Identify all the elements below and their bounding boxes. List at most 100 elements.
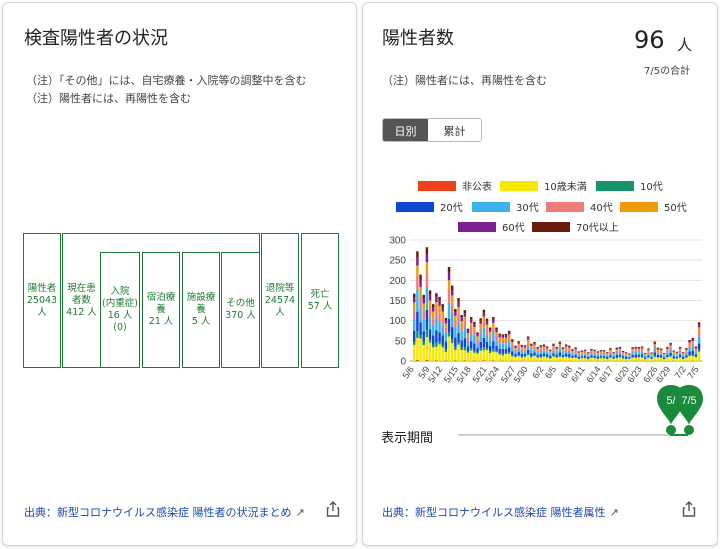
- slider-end-pin[interactable]: 7/5: [673, 383, 705, 435]
- source-link-label: 出典：新型コロナウイルス感染症 陽性者の状況まとめ: [24, 506, 292, 519]
- bar-segment: [416, 337, 419, 360]
- period-slider-track: [458, 434, 688, 436]
- source-link[interactable]: 出典：新型コロナウイルス感染症 陽性者の状況まとめ ↗: [24, 504, 305, 520]
- bar-segment: [454, 312, 457, 316]
- bar-segment: [615, 347, 619, 349]
- bar-segment: [507, 330, 511, 333]
- bar-segment: [469, 348, 473, 351]
- bar-segment: [413, 293, 416, 298]
- bar-segment: [558, 356, 562, 361]
- bar-segment: [647, 357, 650, 361]
- bar-segment: [656, 347, 660, 349]
- x-tick-label: 5/30: [512, 364, 530, 384]
- count-date: 7/5の合計: [644, 66, 691, 77]
- bar-segment: [501, 337, 505, 341]
- bar-segment: [561, 356, 565, 358]
- bar-segment: [435, 302, 438, 309]
- legend-item[interactable]: 60代: [458, 219, 525, 234]
- bar-segment: [504, 333, 508, 336]
- legend-item[interactable]: 70代以上: [532, 219, 619, 234]
- bar-segment: [558, 355, 562, 357]
- bar-segment: [650, 358, 653, 361]
- source-link-label: 出典：新型コロナウイルス感染症 陽性者属性: [382, 506, 606, 519]
- count-unit: 人: [677, 36, 693, 54]
- cumulative-toggle[interactable]: 累計: [428, 119, 481, 141]
- bar-segment: [694, 350, 698, 352]
- bar-segment: [511, 340, 514, 343]
- bar-segment: [539, 353, 543, 357]
- bar-segment: [628, 355, 631, 357]
- legend-item[interactable]: 非公表: [418, 178, 492, 193]
- bar-segment: [580, 358, 584, 361]
- bar-segment: [498, 333, 501, 336]
- bar-segment: [501, 355, 505, 361]
- bar-segment: [672, 350, 675, 352]
- bar-segment: [447, 290, 451, 303]
- bar-segment: [517, 355, 520, 357]
- bar-segment: [454, 327, 457, 338]
- bar-segment: [596, 356, 600, 359]
- y-tick-label: 300: [389, 236, 406, 247]
- bar-segment: [659, 357, 663, 358]
- bar-segment: [466, 328, 470, 331]
- bar-segment: [697, 322, 701, 325]
- bar-segment: [523, 356, 527, 357]
- bar-segment: [413, 310, 416, 319]
- bar-segment: [583, 358, 587, 361]
- source-link[interactable]: 出典：新型コロナウイルス感染症 陽性者属性 ↗: [382, 504, 619, 520]
- bar-segment: [552, 356, 555, 361]
- bar-segment: [495, 332, 498, 336]
- bar-segment: [533, 344, 536, 347]
- daily-toggle[interactable]: 日別: [383, 119, 429, 141]
- bar-segment: [653, 344, 656, 347]
- legend-item[interactable]: 30代: [472, 199, 539, 214]
- legend-item[interactable]: 20代: [396, 199, 463, 214]
- bar-segment: [545, 348, 549, 351]
- bar-segment: [675, 353, 679, 355]
- bar-segment: [618, 354, 622, 357]
- legend-item[interactable]: 10代: [596, 178, 663, 193]
- y-tick-label: 200: [389, 276, 406, 287]
- bar-segment: [447, 280, 451, 291]
- bar-segment: [514, 357, 517, 361]
- bar-segment: [555, 346, 558, 348]
- bar-segment: [615, 350, 619, 353]
- legend-item[interactable]: 50代: [620, 199, 687, 214]
- bar-segment: [438, 344, 441, 361]
- bar-segment: [454, 320, 457, 328]
- bar-segment: [492, 341, 495, 350]
- bar-segment: [431, 335, 435, 345]
- bar-segment: [577, 356, 581, 359]
- bar-segment: [561, 357, 565, 361]
- bar-segment: [466, 340, 470, 347]
- bar-segment: [457, 301, 460, 307]
- bar-segment: [577, 351, 581, 353]
- bar-segment: [583, 351, 587, 353]
- bar-segment: [672, 358, 675, 359]
- bar-segment: [555, 357, 558, 361]
- share-icon[interactable]: [326, 501, 340, 517]
- legend-item[interactable]: 10歳未満: [500, 178, 587, 193]
- bar-segment: [697, 331, 701, 337]
- bar-segment: [413, 302, 416, 311]
- bar-segment: [526, 355, 530, 361]
- bar-segment: [663, 359, 666, 361]
- bar-segment: [558, 341, 562, 343]
- bar-segment: [618, 350, 622, 353]
- bar-segment: [514, 347, 517, 350]
- bar-segment: [526, 336, 530, 338]
- slider-end-label: 7/5: [681, 395, 696, 407]
- bar-segment: [609, 351, 612, 353]
- bar-segment: [530, 345, 533, 348]
- share-icon[interactable]: [682, 501, 696, 517]
- bar-segment: [555, 356, 558, 358]
- legend-item[interactable]: 40代: [546, 199, 613, 214]
- bar-segment: [659, 350, 663, 352]
- bar-segment: [593, 355, 596, 358]
- bar-segment: [590, 355, 593, 358]
- bar-segment: [435, 308, 438, 317]
- bar-segment: [552, 346, 555, 348]
- bar-segment: [561, 350, 565, 353]
- bar-segment: [640, 350, 644, 352]
- bar-segment: [419, 307, 422, 323]
